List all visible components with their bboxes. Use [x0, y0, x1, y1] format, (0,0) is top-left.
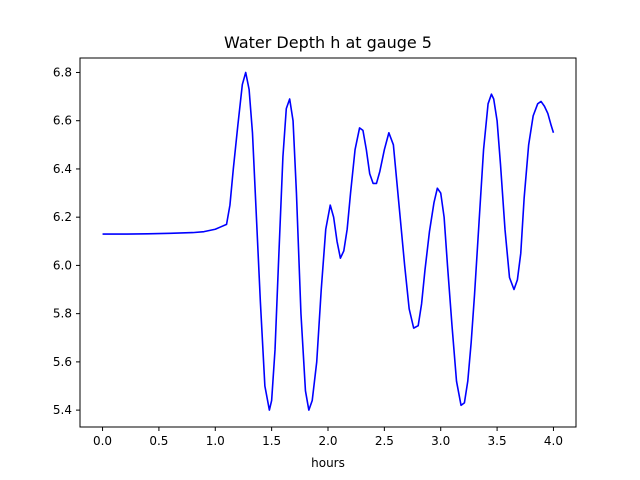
plot-area — [79, 57, 577, 428]
y-axis: 5.4 5.6 5.8 6.0 6.2 6.4 6.6 6.8 — [53, 65, 80, 417]
x-tick-label: 2.0 — [318, 434, 337, 448]
y-tick-label: 6.4 — [53, 162, 72, 176]
x-tick-label: 4.0 — [544, 434, 563, 448]
y-tick-label: 5.8 — [53, 307, 72, 321]
x-axis-label: hours — [311, 456, 345, 470]
y-tick-label: 5.4 — [53, 403, 72, 417]
y-tick-label: 5.6 — [53, 355, 72, 369]
x-tick-label: 2.5 — [375, 434, 394, 448]
x-axis: 0.0 0.5 1.0 1.5 2.0 2.5 3.0 3.5 4.0 — [93, 427, 563, 448]
x-tick-label: 0.0 — [93, 434, 112, 448]
x-tick-label: 1.5 — [262, 434, 281, 448]
y-tick-label: 6.2 — [53, 210, 72, 224]
x-tick-label: 3.5 — [488, 434, 507, 448]
chart-title: Water Depth h at gauge 5 — [224, 33, 432, 52]
x-tick-label: 0.5 — [149, 434, 168, 448]
x-tick-label: 3.0 — [431, 434, 450, 448]
y-tick-label: 6.8 — [53, 65, 72, 79]
series-line-0 — [102, 71, 555, 411]
plot-frame — [79, 57, 577, 428]
y-tick-label: 6.0 — [53, 258, 72, 272]
x-tick-label: 1.0 — [206, 434, 225, 448]
y-tick-label: 6.6 — [53, 114, 72, 128]
